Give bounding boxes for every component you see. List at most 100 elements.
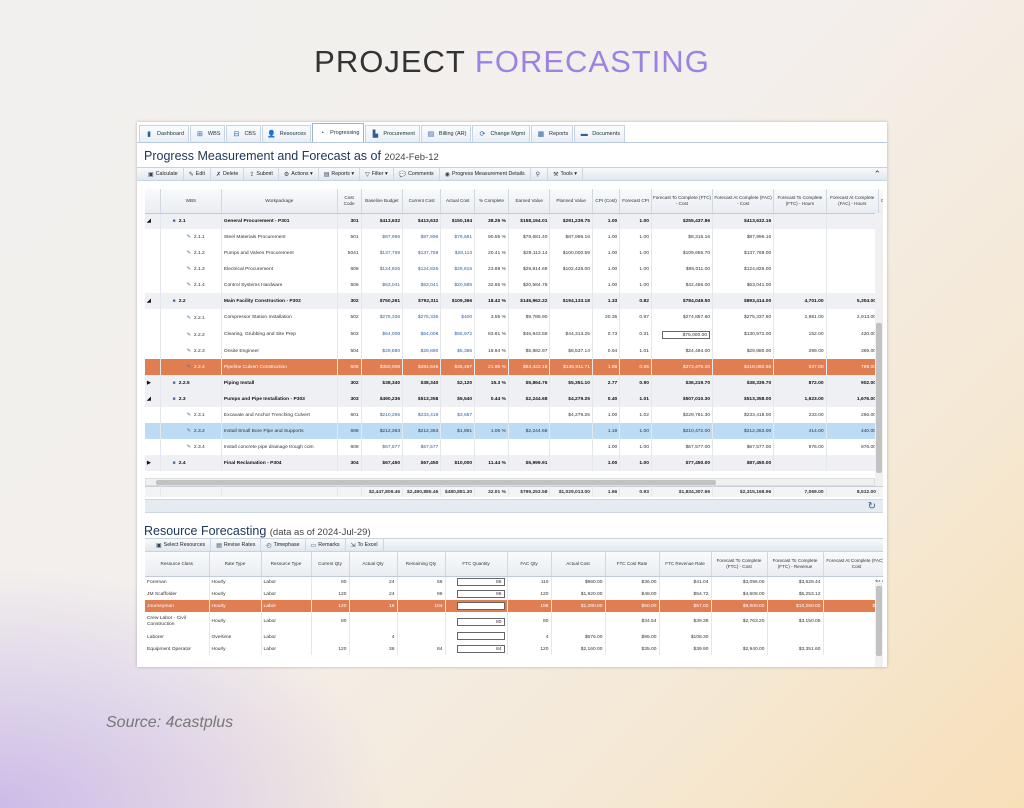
resource-btn-to-excel[interactable]: ⇲ To Excel [346,539,384,551]
expand-toggle-icon[interactable] [145,407,161,423]
cell-ftc[interactable]: $77,450.00 [651,455,714,471]
column-header[interactable]: Co [878,189,883,214]
refresh-icon[interactable]: ↻ [867,501,876,512]
cell-ftcq[interactable]: 80 [445,612,508,631]
column-header[interactable]: Actual Cost [551,552,606,577]
tab-wbs[interactable]: ⊞ WBS [189,125,226,142]
toolbar-btn-submit[interactable]: ⇪ Submit [244,168,279,180]
column-header[interactable]: Rate Type [209,552,262,577]
cell-ftcq[interactable]: 86 [445,576,508,588]
cell-ftc[interactable]: $75,000.00 [651,326,714,343]
cell-ftc[interactable]: $784,049.50 [651,293,714,309]
toolbar-btn-calculate[interactable]: ▣ Calculate [143,168,184,180]
toolbar-btn-tools[interactable]: ⚒ Tools ▾ [548,168,583,180]
column-header[interactable]: Forecast CPI [619,189,652,214]
cell-ftcq[interactable]: 96 [445,588,508,600]
ftc-quantity-input[interactable]: 84 [456,645,505,653]
expand-toggle-icon[interactable]: ▶ [145,375,161,391]
resource-btn-select-resources[interactable]: ▣ Select Resources [151,539,212,551]
table-row[interactable]: ✎ 2.2.2 Clearing, Grubbing and Site Prep 50… [145,326,883,343]
cell-ftc[interactable]: $274,857.60 [651,309,714,326]
table-row[interactable]: ✎ 2.1.4 Control Systems Hardware 506 $63,041… [145,277,883,293]
expand-toggle-icon[interactable] [145,359,161,375]
table-row[interactable]: Crew Labor - Civil Construction Hourly Lab… [145,612,883,631]
cell-ftc[interactable]: $67,577.00 [651,439,714,455]
table-row[interactable]: ▶ ■ 2.2.5 Piping Install 302 $38,340 $38,340 $2… [145,375,883,391]
tab-documents[interactable]: ▬ Documents [574,125,626,142]
expand-toggle-icon[interactable] [145,439,161,455]
column-header[interactable]: Remaining Qty [397,552,446,577]
column-header[interactable]: Workpackage [221,189,338,214]
column-header[interactable]: Forecast At Complete (FAC) - Cost [823,552,883,577]
toolbar-btn-actions[interactable]: ⚙ Actions ▾ [279,168,319,180]
column-header[interactable]: Actual Cost [440,189,476,214]
cell-ftc[interactable]: $109,655.70 [651,245,714,261]
toolbar-btn-filter[interactable]: ▽ Filter ▾ [360,168,394,180]
column-header[interactable]: Forecast To Complete (FTC) - Hours [773,189,827,214]
tab-resources[interactable]: 👤 Resources [261,125,312,142]
column-header[interactable]: CPI (Cost) [592,189,621,214]
cell-ftc[interactable]: $8,315.16 [651,229,714,245]
column-header[interactable]: Resource Type [261,552,312,577]
tab-change-mgmt[interactable]: ⟳ Change Mgmt [472,125,530,142]
expand-toggle-icon[interactable]: ▶ [145,455,161,471]
table-row[interactable]: ✎ 2.2.4 Pipeline Culvert Construction 505 $3… [145,359,883,375]
table-row[interactable]: JM Scaffolder Hourly Labor 120 24 96 96 120 $1,9… [145,588,883,600]
ftc-input[interactable]: $75,000.00 [662,330,711,339]
tab-progressing[interactable]: ◔ Progressing [312,123,365,142]
toolbar-btn-settings[interactable]: ⚲ [531,168,549,180]
column-header[interactable]: Current Qty [311,552,350,577]
column-header[interactable]: Current Cost [402,189,442,214]
column-header[interactable]: Earned Value [508,189,551,214]
table-row[interactable]: ✎ 2.2.3 Onsite Engineer 504 $29,880 $29,880 $5… [145,343,883,359]
ftc-quantity-input[interactable]: 86 [456,578,505,587]
column-header[interactable]: Forecast To Complete (FTC) - Cost [651,189,714,214]
column-header[interactable]: WBS [160,189,222,214]
cell-ftc[interactable]: $36,219.70 [651,375,714,391]
table-row[interactable]: ✎ 2.1.1 Steel Materials Procurement 501 $87,… [145,229,883,245]
toolbar-btn-delete[interactable]: ✗ Delete [211,168,245,180]
toolbar-btn-comments[interactable]: 💬 Comments [394,168,440,180]
tab-billing-ar[interactable]: ▤ Billing (AR) [420,125,472,142]
cell-ftc[interactable]: $24,494.00 [651,343,714,359]
cell-ftc[interactable]: $507,010.30 [651,391,714,407]
table-row[interactable]: Foreman Hourly Labor 80 24 56 86 110 $960.00 $36.… [145,576,883,588]
cell-ftcq[interactable]: 180 [445,600,508,612]
toolbar-btn-reports[interactable]: ▤ Reports ▾ [319,168,361,180]
table-row[interactable]: ✎ 2.3.2 Install Small Bore Pipe and Suppor… [145,423,883,439]
table-row[interactable]: Laborer Overtime Labor 4 4 $576.00 $95.00 $108.… [145,631,883,643]
expand-toggle-icon[interactable] [145,229,161,245]
ftc-quantity-input[interactable]: 180 [456,602,505,610]
column-header[interactable]: Forecast To Complete (FTC) - Cost [711,552,768,577]
tab-cbs[interactable]: ⊟ CBS [226,125,261,142]
cell-ftcq[interactable]: 84 [445,643,508,655]
resource-btn-timephase[interactable]: ◴ Timephase [261,539,306,551]
column-header[interactable]: Forecast At Complete (FAC) - Hours [826,189,879,214]
table-row[interactable]: Equipment Operator Hourly Labor 120 36 84 84 12… [145,643,883,655]
expand-toggle-icon[interactable] [145,326,161,343]
column-header[interactable]: FTC Quantity [445,552,508,577]
tab-procurement[interactable]: ▙ Procurement [365,125,420,142]
table-row[interactable]: ◢ ■ 2.3 Pumps and Pipe Installation - P303 3… [145,391,883,407]
cell-ftc[interactable]: $210,472.00 [651,423,714,439]
toolbar-btn-edit[interactable]: ✎ Edit [184,168,211,180]
column-header[interactable]: Resource Class [145,552,210,577]
cell-ftc[interactable]: $255,437.86 [651,213,714,229]
column-header[interactable]: FTC Revenue Rate [659,552,712,577]
column-header[interactable]: Cost Code [337,189,362,214]
column-header[interactable]: Baseline Budget [361,189,404,214]
tab-reports[interactable]: ▦ Reports [530,125,574,142]
cell-ftc[interactable]: $373,475.20 [651,359,714,375]
expand-toggle-icon[interactable]: ◢ [145,213,161,229]
column-header[interactable]: Forecast At Complete (FAC) - Cost [712,189,775,214]
table-row[interactable]: ▶ ■ 2.4 Final Reclamation - P304 304 $67,450 $… [145,455,883,471]
table-row[interactable]: ✎ 2.1.3 Electrical Procurement 608 $124,826 $… [145,261,883,277]
column-header[interactable]: FTC Cost Rate [605,552,660,577]
table-row[interactable]: ✎ 2.3.4 Install concrete pipe drainage tro… [145,439,883,455]
expand-toggle-icon[interactable] [145,277,161,293]
tab-dashboard[interactable]: ▮ Dashboard [139,125,189,142]
column-header[interactable]: Planned Value [549,189,593,214]
cell-ftc[interactable]: $229,761.30 [651,407,714,423]
table-row[interactable]: ◢ ■ 2.1 General Procurement - P301 301 $413,6… [145,213,883,229]
expand-toggle-icon[interactable] [145,261,161,277]
